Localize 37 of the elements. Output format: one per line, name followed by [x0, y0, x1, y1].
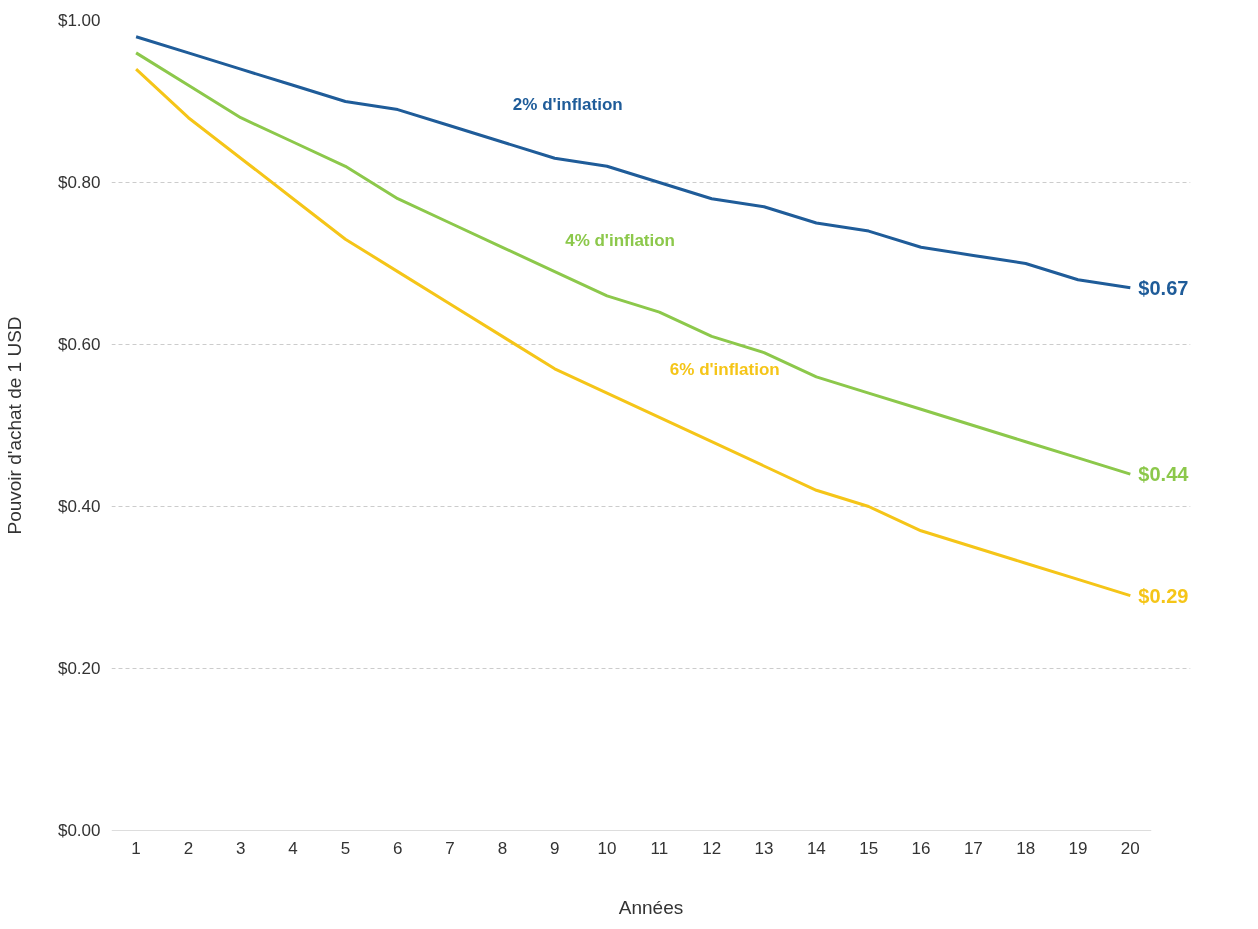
series-label: 4% d'inflation: [565, 230, 676, 250]
x-tick-label: 6: [393, 838, 403, 858]
line-series: [134, 51, 1132, 476]
x-tick-label: 20: [1120, 838, 1140, 858]
x-axis-title: Années: [618, 896, 684, 918]
series-label: 2% d'inflation: [512, 95, 623, 114]
x-tick-label: 12: [702, 838, 722, 858]
x-tick-label: 5: [340, 838, 351, 858]
y-tick-label: $0.80: [57, 173, 101, 192]
x-tick-label: 14: [806, 838, 826, 858]
text: 6% d'inflation: [669, 360, 780, 380]
x-tick-label: 15: [859, 838, 879, 858]
x-tick-label: 2: [183, 838, 194, 858]
x-tick-label: 19: [1068, 838, 1088, 858]
x-tick-label: 3: [236, 838, 246, 858]
x-tick-label: 11: [650, 838, 669, 858]
data-label: $0.29: [1138, 584, 1189, 607]
x-tick-label: 16: [911, 838, 931, 858]
y-tick-label: $0.20: [57, 659, 101, 678]
y-tick-label: $0.00: [57, 821, 101, 840]
data-label: $0.44: [1138, 463, 1190, 486]
y-tick-label: $1.00: [57, 11, 101, 30]
y-tick-label: $0.40: [57, 497, 101, 516]
y-axis-title: Pouvoir d'achat de 1 USD: [3, 316, 25, 535]
y-tick-label: $0.60: [57, 335, 101, 354]
x-tick-label: 18: [1016, 838, 1036, 858]
x-tick-label: 7: [445, 838, 455, 858]
x-tick-label: 1: [131, 838, 141, 858]
x-tick-label: 17: [963, 838, 983, 858]
x-tick-label: 8: [497, 838, 508, 858]
line-series: [134, 67, 1132, 598]
x-tick-label: 4: [288, 838, 298, 858]
line-series: [134, 35, 1132, 290]
x-tick-label: 10: [597, 838, 617, 858]
x-tick-label: 9: [549, 838, 560, 858]
x-tick-label: 13: [754, 838, 774, 858]
data-label: $0.67: [1138, 276, 1189, 299]
